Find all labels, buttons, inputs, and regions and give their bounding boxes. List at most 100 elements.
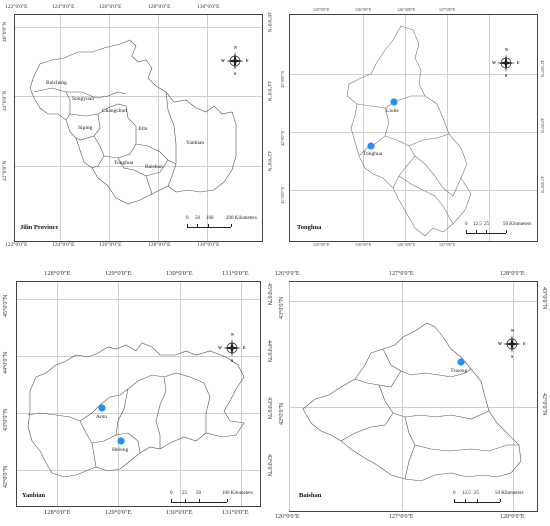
top-tick-label: 130°0'0"E <box>166 270 193 277</box>
prefecture-outline <box>27 342 245 478</box>
county-boundary <box>358 107 390 157</box>
map-panel-yanbian: 128°0'0"E 129°0'0"E 130°0'0"E 131°0'0"E … <box>0 265 275 526</box>
bottom-tick-label: 126°0'0"E <box>99 242 122 248</box>
top-tick-label: 127°0'0"E <box>389 271 414 277</box>
scale-tick <box>465 499 466 502</box>
city-marker-tonghua <box>367 142 375 150</box>
map-panel-tonghua: 125°0'0"E 126°0'0"E 126°30'0"E 127°0'0"E… <box>275 0 550 255</box>
province-map <box>29 39 237 205</box>
bottom-tick-label: 126°0'0"E <box>275 514 300 520</box>
scale-label: 0 <box>453 491 456 496</box>
top-tick-label: 126°0'0"E <box>355 7 372 12</box>
compass-w: W <box>498 341 502 346</box>
region-boundary <box>97 103 137 144</box>
map-frame <box>16 281 261 507</box>
top-tick-label: 128°0'0"E <box>500 271 525 277</box>
region-boundary <box>91 135 105 169</box>
compass-n: N <box>511 328 514 333</box>
top-tick-label: 126°30'0"E <box>397 7 416 12</box>
city-marker-fusong <box>457 358 465 366</box>
scale-tick <box>500 499 501 502</box>
graticule-line <box>290 407 537 408</box>
place-label-baishan: Baishan <box>145 164 163 170</box>
county-boundary <box>414 155 462 197</box>
scale-line <box>187 224 231 228</box>
bottom-tick-label: 130°0'0"E <box>197 242 220 248</box>
graticule-line <box>118 282 119 506</box>
compass-e: E <box>523 341 526 346</box>
scale-tick <box>476 230 477 233</box>
place-label-antu: Antu <box>96 414 107 420</box>
compass-n: N <box>505 47 508 52</box>
county-boundary <box>398 175 454 225</box>
north-arrow-icon: N S W E <box>492 47 520 78</box>
top-tick-label: 126°0'0"E <box>99 4 122 10</box>
compass-s: S <box>234 71 237 76</box>
graticule-line <box>15 27 262 28</box>
graticule-line <box>109 15 110 241</box>
region-boundary <box>145 159 169 177</box>
scale-line <box>466 230 506 234</box>
bottom-tick-label: 127°0'0"E <box>389 514 414 520</box>
top-tick-label: 124°0'0"E <box>52 4 75 10</box>
scale-bar: 0 12.5 25 50 Kilometers <box>465 222 535 234</box>
map-frame <box>14 14 263 242</box>
county-boundary <box>115 388 129 436</box>
bottom-tick-label: 127°0'0"E <box>439 242 456 247</box>
bottom-tick-label: 125°0'0"E <box>313 242 330 247</box>
scale-tick <box>231 224 232 227</box>
top-tick-label: 130°0'0"E <box>197 4 220 10</box>
top-tick-label: 128°0'0"E <box>44 270 71 277</box>
region-boundary <box>135 143 177 165</box>
compass-e: E <box>246 58 249 63</box>
scale-tick <box>486 230 487 233</box>
compass-s: S <box>505 73 508 78</box>
city-marker-helong <box>117 437 125 445</box>
scale-tick <box>208 224 209 227</box>
panel-title: Yanbian <box>22 492 46 499</box>
scale-label: 12.5 <box>473 222 482 227</box>
place-label-changchun: Changchun <box>102 108 128 114</box>
graticule-line <box>180 282 181 506</box>
city-marker-antu <box>98 404 106 412</box>
scale-tick <box>187 224 188 227</box>
county-boundary <box>155 376 167 449</box>
scale-label: 0 <box>465 222 468 227</box>
county-boundary <box>408 133 450 147</box>
scale-tick <box>466 230 467 233</box>
graticule-line <box>405 15 406 241</box>
county-boundary <box>91 432 141 454</box>
bottom-tick-label: 126°0'0"E <box>355 242 372 247</box>
scale-label: 50 <box>196 491 201 496</box>
place-label-liuhe: Liuhe <box>386 108 399 114</box>
graticule-line <box>60 15 61 241</box>
scale-line <box>454 499 500 503</box>
scale-label: 100 Kilometers <box>222 491 253 496</box>
compass-s: S <box>511 354 514 359</box>
north-arrow-icon: N S W E <box>498 328 526 359</box>
bottom-tick-label: 128°0'0"E <box>500 514 525 520</box>
compass-e: E <box>243 345 246 350</box>
scale-label: 25 <box>474 491 479 496</box>
place-label-tonghua: Tonghua <box>114 160 134 166</box>
graticule-line <box>17 413 260 414</box>
graticule-line <box>290 74 537 75</box>
scale-tick <box>506 230 507 233</box>
map-frame <box>289 14 538 242</box>
county-boundary <box>384 135 416 189</box>
bottom-tick-label: 124°0'0"E <box>52 242 75 248</box>
place-label-baicheng: Baicheng <box>46 80 67 86</box>
graticule-line <box>290 132 537 133</box>
county-boundary <box>340 412 394 442</box>
prefecture-map <box>346 25 472 237</box>
map-panel-jilin: 122°0'0"E 124°0'0"E 126°0'0"E 128°0'0"E … <box>0 0 275 255</box>
map-panel-baishan: 126°0'0"E 127°0'0"E 128°0'0"E 126°0'0"E … <box>275 265 550 526</box>
map-frame <box>289 281 538 512</box>
prefecture-map <box>27 342 245 478</box>
panel-title: Jilin Province <box>20 224 59 231</box>
graticule-line <box>290 190 537 191</box>
place-label-siping: Siping <box>78 125 93 131</box>
county-boundary <box>404 444 416 480</box>
county-boundary <box>79 388 129 422</box>
graticule-line <box>158 15 159 241</box>
